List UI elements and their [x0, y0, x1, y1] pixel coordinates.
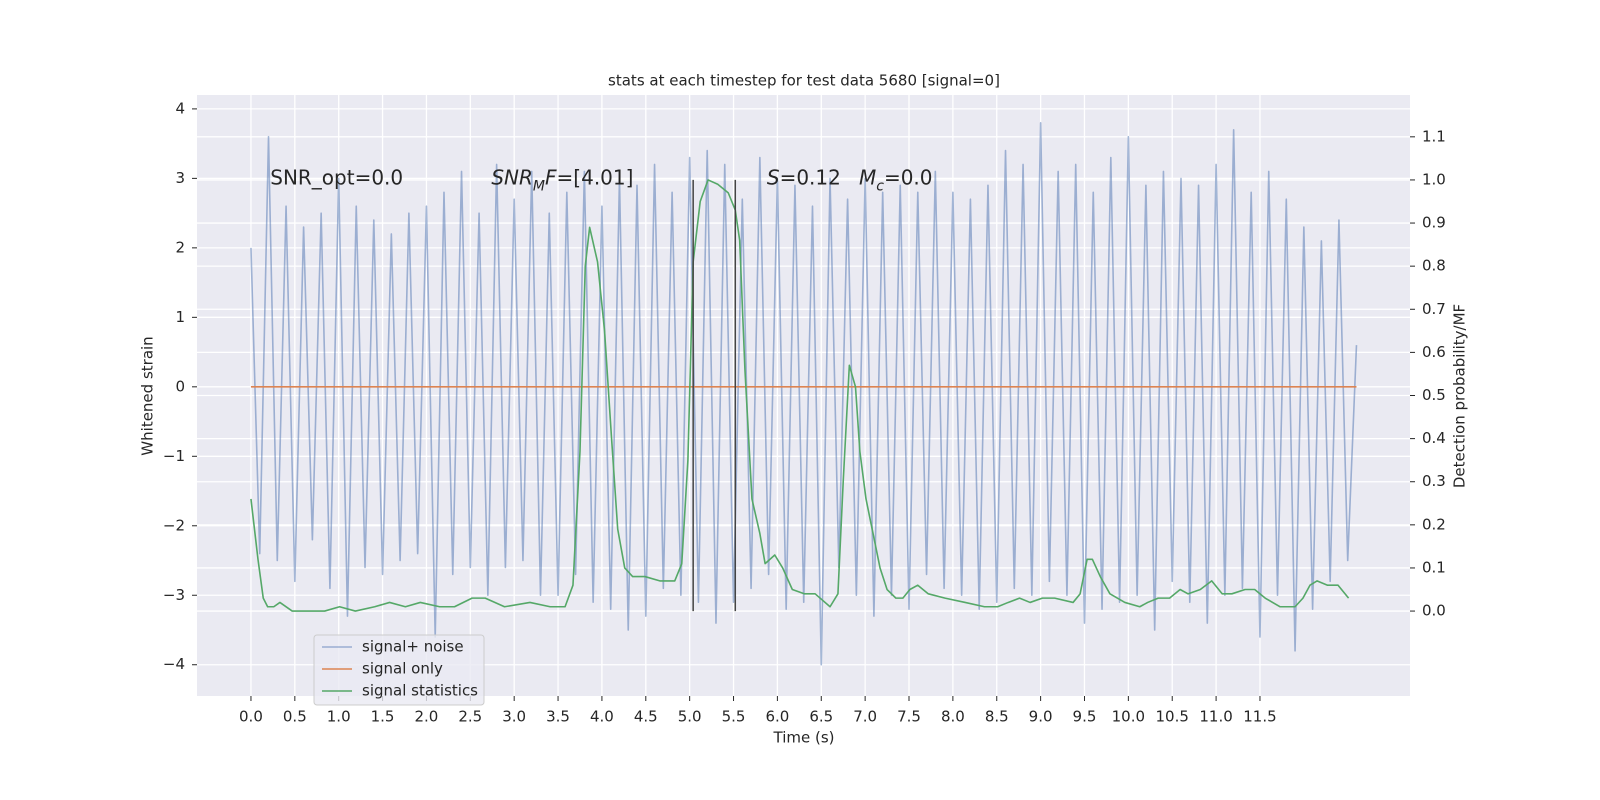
legend-label: signal+ noise	[362, 638, 464, 656]
y-tick-label: 0	[175, 377, 185, 395]
x-tick-label: 4.0	[590, 708, 614, 726]
legend-label: signal statistics	[362, 682, 478, 700]
y2-tick-label: 0.9	[1422, 214, 1446, 232]
y2-tick-label: 0.0	[1422, 602, 1446, 620]
chart-title: stats at each timestep for test data 568…	[608, 72, 1000, 90]
y2-tick-label: 0.2	[1422, 515, 1446, 533]
y2-tick-label: 1.0	[1422, 170, 1446, 188]
annotation-part: SNR	[491, 165, 533, 189]
y2-tick-label: 0.4	[1422, 429, 1446, 447]
x-tick-label: 0.5	[283, 708, 307, 726]
y2-tick-label: 0.3	[1422, 472, 1446, 490]
y2-axis-label: Detection probability/MF	[1451, 304, 1469, 488]
annotation-part: M	[533, 178, 545, 194]
y-tick-label: 2	[175, 238, 185, 256]
y2-tick-label: 0.6	[1422, 343, 1446, 361]
annotation: SNR_opt=0.0	[270, 165, 403, 189]
y2-tick-label: 1.1	[1422, 127, 1446, 145]
y2-tick-label: 0.7	[1422, 300, 1446, 318]
y2-tick-label: 0.1	[1422, 558, 1446, 576]
annotation-part: c	[876, 178, 884, 194]
x-tick-label: 6.0	[765, 708, 789, 726]
x-tick-label: 8.5	[985, 708, 1009, 726]
y-tick-label: 3	[175, 169, 185, 187]
x-tick-label: 5.5	[722, 708, 746, 726]
x-tick-label: 11.5	[1243, 708, 1276, 726]
annotation: Mc=0.0	[859, 165, 933, 195]
x-tick-label: 10.0	[1112, 708, 1145, 726]
y-tick-label: 4	[175, 99, 185, 117]
x-tick-label: 0.0	[239, 708, 263, 726]
y-axis-label: Whitened strain	[139, 336, 157, 455]
y-tick-label: 1	[175, 308, 185, 326]
x-tick-label: 7.0	[853, 708, 877, 726]
x-tick-label: 5.0	[678, 708, 702, 726]
x-tick-label: 4.5	[634, 708, 658, 726]
x-tick-label: 10.5	[1156, 708, 1189, 726]
annotation-part: =0.0	[884, 165, 933, 189]
annotation: S=0.12	[767, 165, 841, 189]
annotation-part: M	[859, 165, 876, 189]
legend-label: signal only	[362, 660, 443, 678]
y2-tick-label: 0.8	[1422, 257, 1446, 275]
x-tick-label: 6.5	[809, 708, 833, 726]
annotation-part: S	[767, 165, 780, 189]
y-tick-label: −4	[163, 655, 185, 673]
x-tick-label: 7.5	[897, 708, 921, 726]
y-tick-label: −2	[163, 516, 185, 534]
x-tick-label: 3.5	[546, 708, 570, 726]
x-tick-label: 1.5	[371, 708, 395, 726]
x-tick-label: 9.5	[1073, 708, 1097, 726]
annotation-part: F	[545, 165, 557, 189]
annotation-part: =0.12	[780, 165, 841, 189]
x-tick-label: 9.0	[1029, 708, 1053, 726]
y-tick-label: −3	[163, 586, 185, 604]
annotation: SNRMF=[4.01]	[491, 165, 633, 195]
x-tick-label: 3.0	[502, 708, 526, 726]
legend-frame	[313, 634, 485, 706]
x-tick-label: 1.0	[327, 708, 351, 726]
axes-layer: 0.0 0.5 1.0 1.5 2.0 2.5 3.0 3.5 4.0 4.5 5.0 5.5 6.0 6…	[163, 99, 1446, 725]
x-tick-label: 8.0	[941, 708, 965, 726]
series-line	[250, 179, 1350, 612]
annotation-part: SNR_opt=0.0	[270, 165, 403, 189]
x-tick-label: 2.0	[415, 708, 439, 726]
x-axis-label: Time (s)	[773, 729, 835, 747]
x-tick-label: 2.5	[458, 708, 482, 726]
y2-tick-label: 0.5	[1422, 386, 1446, 404]
x-tick-label: 11.0	[1199, 708, 1232, 726]
legend: signal+ noise signal only signal statistic…	[313, 634, 485, 706]
y-tick-label: −1	[163, 447, 185, 465]
annotation-part: =[4.01]	[557, 165, 634, 189]
